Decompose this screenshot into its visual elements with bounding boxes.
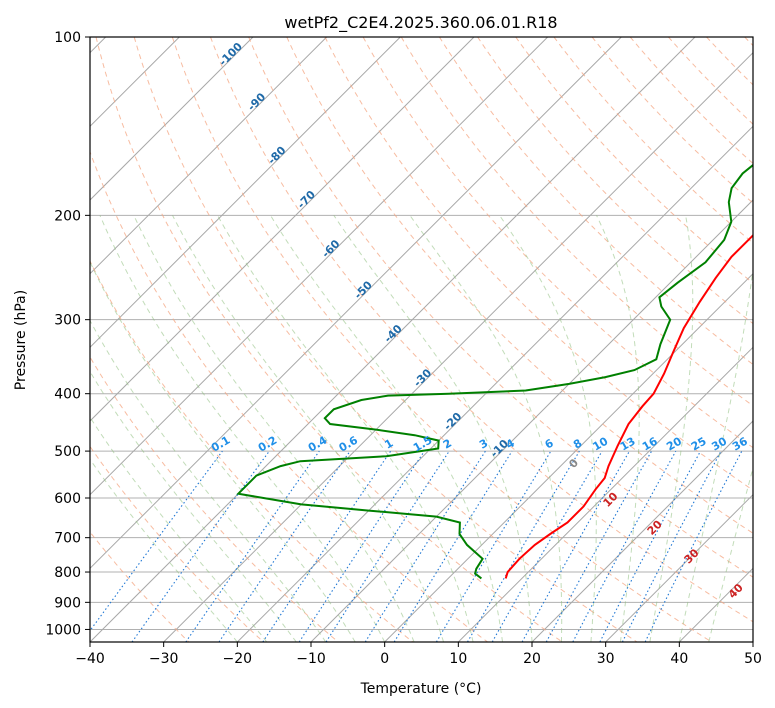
moist-adiabat-line	[90, 260, 356, 642]
mixing-ratio-line	[298, 450, 425, 642]
x-tick-label: 50	[744, 651, 762, 667]
y-tick-label: 100	[54, 30, 81, 46]
isotherm-line	[605, 493, 753, 642]
mixing-ratio-line	[572, 450, 677, 642]
moist-adiabat-line	[90, 319, 327, 642]
dry-adiabat-line	[171, 37, 712, 642]
mixing-ratio-line	[218, 450, 351, 642]
moist-adiabat-line	[90, 370, 297, 642]
moist-adiabat-line	[596, 215, 640, 642]
x-axis-label: Temperature (°C)	[360, 681, 482, 697]
x-tick-label: 20	[523, 651, 541, 667]
dry-adiabat-line	[90, 150, 488, 642]
mixing-ratio-line	[90, 450, 223, 632]
isotherm-line	[384, 272, 753, 642]
moist-adiabat-line	[172, 215, 445, 642]
dry-adiabat-line	[95, 37, 563, 642]
isotherm-line	[90, 37, 401, 349]
y-tick-label: 500	[54, 444, 81, 460]
isotherm-line	[90, 37, 254, 201]
y-tick-label: 300	[54, 313, 81, 329]
moist-adiabat-line	[649, 215, 694, 642]
profile-lines	[236, 163, 753, 580]
y-axis-label: Pressure (hPa)	[13, 290, 29, 390]
mixing-ratio-line	[545, 450, 653, 642]
mixing-ratio-line	[325, 450, 450, 642]
y-tick-label: 1000	[45, 622, 81, 638]
moist-adiabat-line	[217, 215, 474, 642]
mixing-ratio-line	[131, 450, 270, 642]
moist-adiabat-line	[133, 215, 415, 642]
mixing-ratio-line	[644, 450, 743, 642]
dry-adiabat-line	[248, 37, 753, 578]
moist-adiabat-line	[270, 215, 503, 642]
dry-adiabat-line	[210, 37, 753, 623]
background-lines	[90, 37, 753, 642]
dry-adiabat-line	[90, 445, 264, 642]
isotherm-line	[90, 37, 549, 496]
x-tick-label: 40	[670, 651, 688, 667]
y-tick-label: 800	[54, 565, 81, 581]
plot-frame	[89, 36, 754, 643]
x-tick-label: −20	[223, 651, 253, 667]
isotherm-line	[90, 37, 696, 642]
mixing-ratio-line	[185, 450, 320, 642]
isotherm-line	[752, 641, 753, 642]
mixing-ratio-line	[521, 450, 630, 642]
moist-adiabat-line	[333, 215, 533, 642]
y-tick-label: 400	[54, 387, 81, 403]
moist-adiabat-line	[499, 215, 597, 642]
moist-adiabat-line	[708, 466, 753, 642]
dry-adiabat-line	[133, 37, 638, 642]
moist-adiabat-line	[90, 458, 238, 642]
y-tick-label: 200	[54, 208, 81, 224]
y-tick-label: 700	[54, 531, 81, 547]
x-tick-label: 0	[380, 651, 389, 667]
isotherm-line	[90, 37, 475, 422]
chart-title: wetPf2_C2E4.2025.360.06.01.R18	[284, 13, 557, 33]
moist-adiabat-line	[678, 265, 753, 642]
y-tick-label: 900	[54, 595, 81, 611]
dewpoint-line	[236, 163, 753, 580]
x-tick-label: −30	[149, 651, 179, 667]
isotherm-line	[163, 51, 753, 642]
mixing-ratio-line	[262, 450, 392, 642]
x-tick-label: −40	[75, 651, 105, 667]
isotherm-line	[90, 37, 328, 275]
moist-adiabat-line	[90, 416, 268, 642]
isotherm-line	[236, 125, 753, 642]
isotherm-line	[531, 420, 753, 642]
y-tick-label: 600	[54, 491, 81, 507]
x-tick-label: −10	[296, 651, 326, 667]
dry-adiabat-line	[400, 37, 753, 407]
temperature-line	[504, 233, 753, 579]
mixing-ratio-line	[393, 450, 513, 642]
dry-adiabat-line	[324, 37, 753, 491]
plot-background	[90, 37, 753, 642]
isotherm-line	[90, 37, 622, 570]
isotherm-line	[310, 199, 753, 642]
x-tick-label: 30	[597, 651, 615, 667]
axes: −40 −30 −20 −10 0 10 20 30 40 50 100 200 300 400 500 60…	[45, 30, 762, 667]
moist-adiabat-line	[409, 215, 563, 642]
x-tick-label: 10	[449, 651, 467, 667]
dry-adiabat-line	[362, 37, 753, 449]
